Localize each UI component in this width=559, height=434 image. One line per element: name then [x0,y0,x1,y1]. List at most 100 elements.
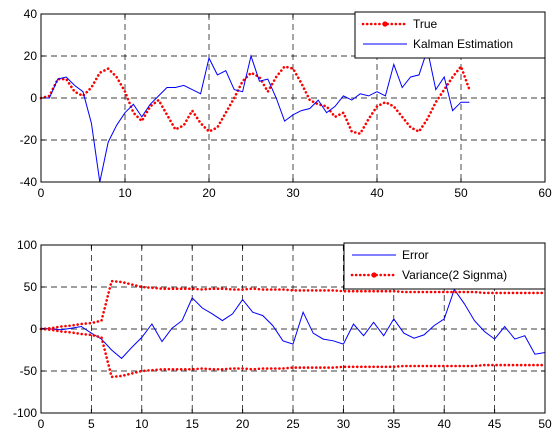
data-point [61,326,62,327]
data-point [353,323,354,324]
data-point [262,289,263,290]
data-point [323,290,324,291]
data-point [252,369,253,370]
data-point [91,333,92,334]
data-point [444,89,445,90]
data-point [222,369,223,370]
data-point [423,365,424,366]
data-point [385,95,386,96]
data-point [182,369,183,370]
data-point [410,127,411,128]
data-point [131,284,132,285]
data-point [141,370,142,371]
legend-label: Variance(2 Signma) [402,268,507,282]
data-point [333,340,334,341]
data-point [71,328,72,329]
data-point [267,91,268,92]
data-point [192,297,193,298]
data-point [82,91,83,92]
x-tick-label: 25 [286,417,300,431]
data-point [51,328,52,329]
data-point [131,347,132,348]
data-point [74,85,75,86]
data-point [351,100,352,101]
data-point [514,292,515,293]
data-point [301,110,302,111]
data-point [474,320,475,321]
data-point [225,70,226,71]
data-point [413,365,414,366]
data-point [292,290,293,291]
y-tick-label: -40 [20,175,38,189]
tick-labels: 0 5 10 15 20 25 30 35 40 45 50 -100 -50 0 50 100 [13,238,552,431]
data-point [232,368,233,369]
data-point [262,368,263,369]
x-tick-label: 20 [202,186,216,200]
data-point [74,91,75,92]
grid [41,245,545,413]
data-point [504,365,505,366]
data-point [111,376,112,377]
data-point [91,334,92,335]
data-point [435,89,436,90]
data-point [434,325,435,326]
data-point [212,313,213,314]
data-point [101,320,102,321]
data-point [514,339,515,340]
x-tick-label: 10 [118,186,132,200]
data-point [182,320,183,321]
legend-label: True [413,17,438,31]
legend-marker [382,21,388,27]
data-point [418,74,419,75]
data-point [435,102,436,103]
data-point [282,289,283,290]
data-point [313,367,314,368]
data-point [410,76,411,77]
tick-labels: 0 10 20 30 40 50 60 -40 -20 0 20 40 [20,7,552,200]
data-point [232,313,233,314]
legend-label: Error [402,248,429,262]
data-point [423,291,424,292]
data-point [51,329,52,330]
data-point [81,323,82,324]
data-point [150,106,151,107]
data-point [217,74,218,75]
x-tick-label: 30 [286,186,300,200]
data-point [393,106,394,107]
data-point [272,289,273,290]
data-point [91,87,92,88]
data-point [175,87,176,88]
data-point [333,290,334,291]
data-point [494,292,495,293]
data-point [363,335,364,336]
data-point [242,91,243,92]
y-tick-label: 20 [24,49,38,63]
data-point [121,358,122,359]
data-point [418,131,419,132]
legend-marker [371,272,377,278]
data-point [202,307,203,308]
data-point [303,367,304,368]
data-point [158,100,159,101]
data-point [81,333,82,334]
data-point [171,369,172,370]
data-point [292,68,293,69]
data-point [116,125,117,126]
y-tick-label: -50 [20,364,38,378]
legend: Error Variance(2 Signma) [343,242,546,290]
data-point [272,368,273,369]
data-point [423,334,424,335]
data-point [353,291,354,292]
data-point [363,291,364,292]
data-point [534,365,535,366]
data-point [383,366,384,367]
data-point [303,290,304,291]
data-point [141,116,142,117]
data-point [57,79,58,80]
y-tick-label: 50 [24,280,38,294]
data-point [376,91,377,92]
data-point [252,288,253,289]
data-point [403,291,404,292]
series-line [41,47,470,183]
